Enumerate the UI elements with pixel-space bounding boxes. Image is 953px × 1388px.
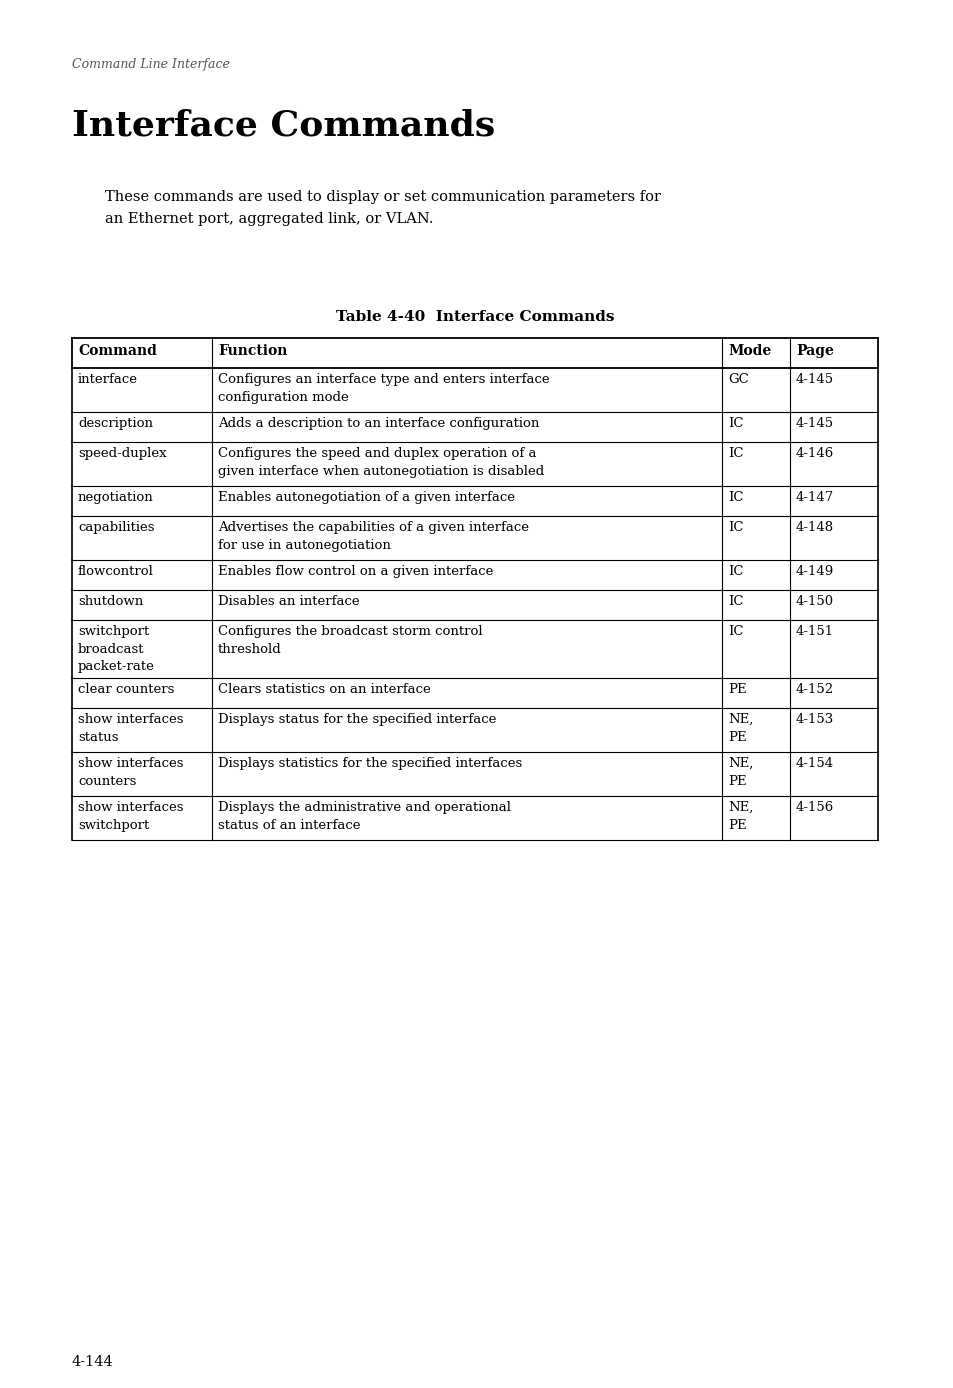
Text: Clears statistics on an interface: Clears statistics on an interface	[218, 683, 431, 695]
Text: 4-153: 4-153	[795, 713, 833, 726]
Text: Enables flow control on a given interface: Enables flow control on a given interfac…	[218, 565, 493, 577]
Text: 4-144: 4-144	[71, 1355, 113, 1369]
Text: Page: Page	[795, 344, 833, 358]
Text: NE,
PE: NE, PE	[727, 713, 753, 744]
Text: interface: interface	[78, 373, 138, 386]
Text: flowcontrol: flowcontrol	[78, 565, 153, 577]
Text: Function: Function	[218, 344, 287, 358]
Text: Displays the administrative and operational
status of an interface: Displays the administrative and operatio…	[218, 801, 511, 831]
Text: Interface Commands: Interface Commands	[71, 108, 495, 142]
Text: Displays statistics for the specified interfaces: Displays statistics for the specified in…	[218, 756, 521, 770]
Text: Advertises the capabilities of a given interface
for use in autonegotiation: Advertises the capabilities of a given i…	[218, 520, 529, 551]
Text: speed-duplex: speed-duplex	[78, 447, 167, 459]
Text: IC: IC	[727, 416, 742, 430]
Text: IC: IC	[727, 447, 742, 459]
Text: Enables autonegotiation of a given interface: Enables autonegotiation of a given inter…	[218, 491, 515, 504]
Text: show interfaces
switchport: show interfaces switchport	[78, 801, 183, 831]
Text: GC: GC	[727, 373, 748, 386]
Text: NE,
PE: NE, PE	[727, 801, 753, 831]
Text: show interfaces
counters: show interfaces counters	[78, 756, 183, 787]
Text: 4-145: 4-145	[795, 373, 833, 386]
Text: IC: IC	[727, 520, 742, 534]
Text: Disables an interface: Disables an interface	[218, 595, 359, 608]
Text: Configures the broadcast storm control
threshold: Configures the broadcast storm control t…	[218, 625, 482, 655]
Text: Configures the speed and duplex operation of a
given interface when autonegotiat: Configures the speed and duplex operatio…	[218, 447, 543, 477]
Text: Adds a description to an interface configuration: Adds a description to an interface confi…	[218, 416, 538, 430]
Text: 4-154: 4-154	[795, 756, 833, 770]
Text: 4-148: 4-148	[795, 520, 833, 534]
Text: IC: IC	[727, 565, 742, 577]
Text: show interfaces
status: show interfaces status	[78, 713, 183, 744]
Text: NE,
PE: NE, PE	[727, 756, 753, 787]
Text: IC: IC	[727, 595, 742, 608]
Text: an Ethernet port, aggregated link, or VLAN.: an Ethernet port, aggregated link, or VL…	[105, 212, 433, 226]
Text: description: description	[78, 416, 152, 430]
Text: 4-147: 4-147	[795, 491, 833, 504]
Text: These commands are used to display or set communication parameters for: These commands are used to display or se…	[105, 190, 660, 204]
Text: 4-151: 4-151	[795, 625, 833, 638]
Text: Command: Command	[78, 344, 156, 358]
Text: Configures an interface type and enters interface
configuration mode: Configures an interface type and enters …	[218, 373, 549, 404]
Text: negotiation: negotiation	[78, 491, 153, 504]
Text: IC: IC	[727, 491, 742, 504]
Text: Command Line Interface: Command Line Interface	[71, 58, 230, 71]
Text: IC: IC	[727, 625, 742, 638]
Text: Table 4-40  Interface Commands: Table 4-40 Interface Commands	[335, 310, 614, 323]
Text: 4-146: 4-146	[795, 447, 833, 459]
Text: Mode: Mode	[727, 344, 770, 358]
Text: 4-145: 4-145	[795, 416, 833, 430]
Text: capabilities: capabilities	[78, 520, 154, 534]
Text: shutdown: shutdown	[78, 595, 143, 608]
Text: 4-150: 4-150	[795, 595, 833, 608]
Text: Displays status for the specified interface: Displays status for the specified interf…	[218, 713, 496, 726]
Text: PE: PE	[727, 683, 746, 695]
Text: clear counters: clear counters	[78, 683, 174, 695]
Text: 4-156: 4-156	[795, 801, 833, 813]
Text: 4-149: 4-149	[795, 565, 833, 577]
Text: 4-152: 4-152	[795, 683, 833, 695]
Text: switchport
broadcast
packet-rate: switchport broadcast packet-rate	[78, 625, 154, 673]
